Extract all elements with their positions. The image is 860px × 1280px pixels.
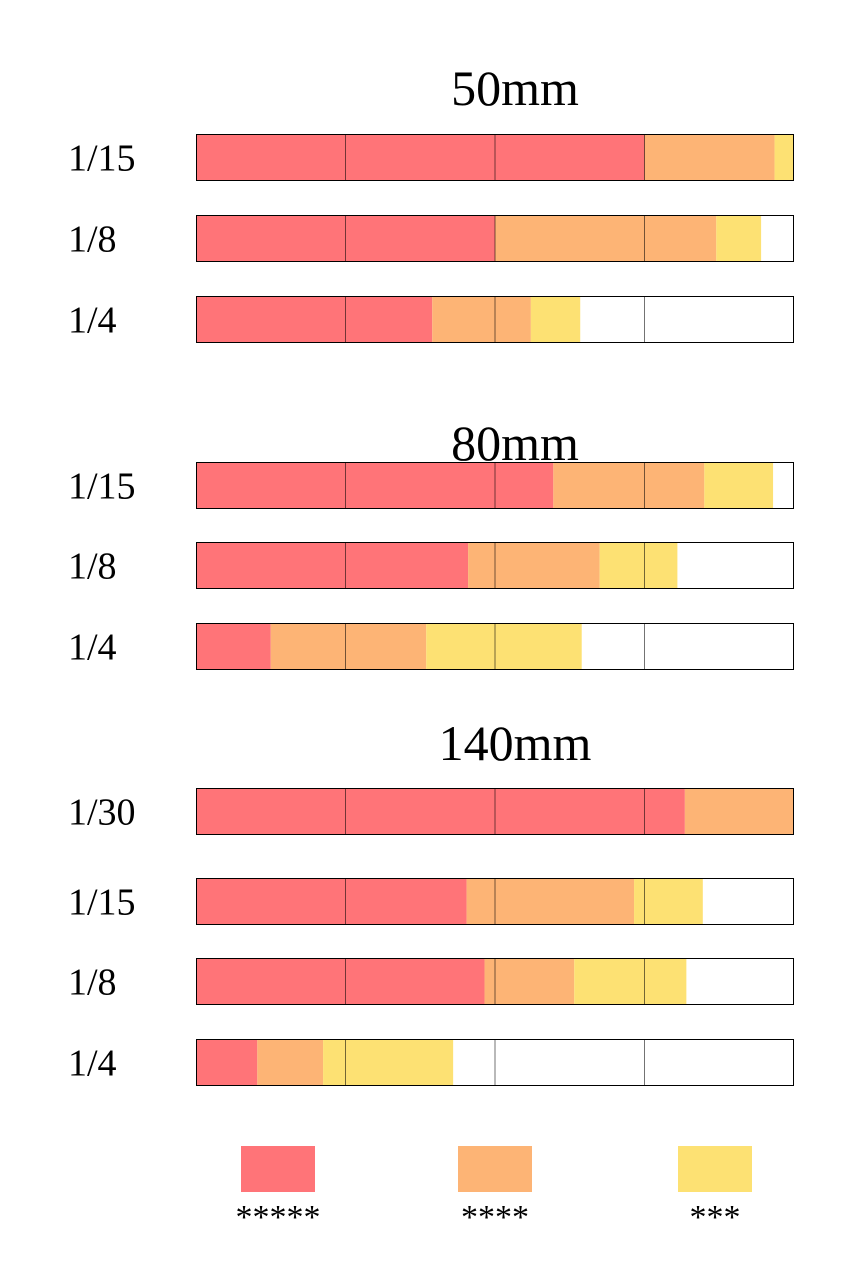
bar-segment xyxy=(495,215,717,262)
bar-outline xyxy=(196,958,794,1005)
row-label: 1/4 xyxy=(68,1043,117,1085)
row-label: 1/8 xyxy=(68,219,117,261)
legend-label: *** xyxy=(690,1199,741,1236)
group-title: 50mm xyxy=(451,60,579,116)
bar-segment xyxy=(426,623,582,670)
bar-group: 140mm 1/30 1/15 1/8 1/4 xyxy=(68,715,794,1086)
bar-row: 1/30 xyxy=(68,788,794,835)
bar-segment xyxy=(574,958,687,1005)
bar-outline xyxy=(196,134,794,181)
legend-label: **** xyxy=(461,1199,529,1236)
bar-row: 1/8 xyxy=(68,542,794,589)
legend-item: *** xyxy=(678,1146,752,1236)
bar-group: 50mm 1/15 1/8 1/4 xyxy=(68,60,794,343)
bar-outline xyxy=(196,542,794,589)
bar-segment xyxy=(553,462,705,509)
bar-segment xyxy=(196,623,271,670)
bar-outline xyxy=(196,788,794,835)
bar-segment xyxy=(774,134,794,181)
group-title: 140mm xyxy=(439,715,592,771)
bar-row: 1/15 xyxy=(68,134,794,181)
legend-swatch xyxy=(241,1146,315,1192)
row-label: 1/4 xyxy=(68,627,117,669)
bar-row: 1/4 xyxy=(68,1039,794,1086)
bar-segment xyxy=(270,623,427,670)
bar-segment xyxy=(196,542,469,589)
bar-row: 1/15 xyxy=(68,462,794,509)
bar-segment xyxy=(196,1039,258,1086)
bar-segment xyxy=(599,542,678,589)
bar-segment xyxy=(196,296,433,343)
row-label: 1/4 xyxy=(68,300,117,342)
legend-label: ***** xyxy=(236,1199,321,1236)
bar-outline xyxy=(196,215,794,262)
bar-outline xyxy=(196,878,794,925)
bar-segment xyxy=(432,296,531,343)
bar-row: 1/8 xyxy=(68,215,794,262)
legend-swatch xyxy=(458,1146,532,1192)
bar-segment xyxy=(196,878,467,925)
legend-item: **** xyxy=(458,1146,532,1236)
bar-segment xyxy=(530,296,581,343)
bar-row: 1/15 xyxy=(68,878,794,925)
row-label: 1/15 xyxy=(68,138,136,180)
row-label: 1/15 xyxy=(68,882,136,924)
bar-outline xyxy=(196,296,794,343)
bar-row: 1/4 xyxy=(68,296,794,343)
bar-segment xyxy=(484,958,575,1005)
bar-segment xyxy=(684,788,794,835)
row-label: 1/8 xyxy=(68,962,117,1004)
bar-group: 80mm 1/15 1/8 1/4 xyxy=(68,415,794,670)
bar-segment xyxy=(466,878,635,925)
bar-outline xyxy=(196,623,794,670)
bar-segment xyxy=(196,788,685,835)
row-label: 1/8 xyxy=(68,546,117,588)
bar-segment xyxy=(644,134,775,181)
bar-segment xyxy=(196,462,554,509)
bar-row: 1/4 xyxy=(68,623,794,670)
bar-segment xyxy=(323,1039,454,1086)
bar-segment xyxy=(716,215,762,262)
legend-item: ***** xyxy=(236,1146,321,1236)
legend-swatch xyxy=(678,1146,752,1192)
bar-outline xyxy=(196,1039,794,1086)
legend: ***** **** *** xyxy=(236,1146,752,1236)
bar-segment xyxy=(468,542,600,589)
row-label: 1/15 xyxy=(68,466,136,508)
bar-segment xyxy=(704,462,774,509)
bar-segment xyxy=(257,1039,324,1086)
row-label: 1/30 xyxy=(68,792,136,834)
bar-segment xyxy=(196,958,485,1005)
bar-segment xyxy=(634,878,703,925)
bar-segment xyxy=(196,134,645,181)
group-title: 80mm xyxy=(451,415,579,471)
bar-row: 1/8 xyxy=(68,958,794,1005)
bar-outline xyxy=(196,462,794,509)
